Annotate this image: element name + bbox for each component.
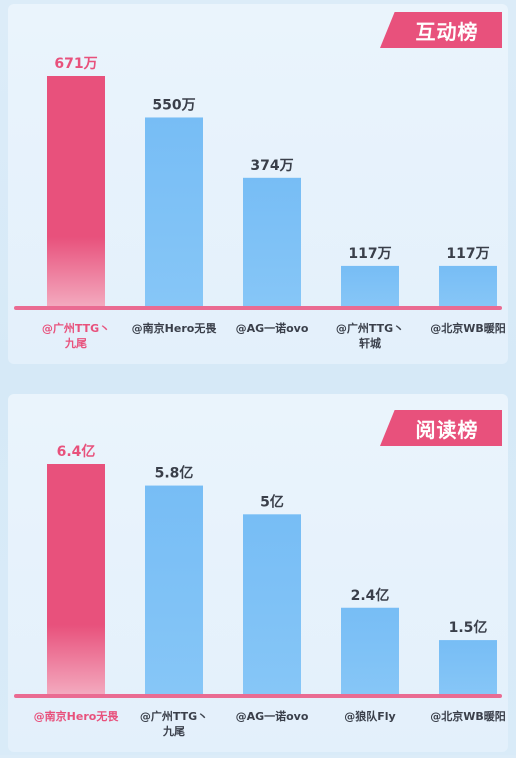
bar-4 (341, 607, 399, 694)
bar-1 (47, 464, 105, 694)
category-label-2: 九尾 (162, 724, 185, 738)
category-label-4: @广州TTG丶 (336, 321, 404, 335)
value-label-2: 5.8亿 (155, 465, 194, 482)
value-label-1: 6.4亿 (57, 443, 96, 460)
category-label-5: @北京WB暖阳 (430, 709, 506, 723)
value-label-5: 117万 (446, 246, 489, 262)
value-label-3: 374万 (250, 158, 293, 174)
category-label-2: @南京Hero无畏 (132, 321, 218, 335)
category-label-5: @北京WB暖阳 (430, 321, 506, 335)
interaction-chart: 671万@广州TTG丶九尾550万@南京Hero无畏374万@AG一诺ovo11… (14, 56, 506, 350)
value-label-2: 550万 (152, 97, 195, 113)
interaction-chart-title: 互动榜 (380, 12, 502, 48)
category-label-1: @广州TTG丶 (42, 321, 110, 335)
x-axis-line (14, 694, 502, 698)
bar-3 (243, 514, 301, 694)
category-label-4: 轩城 (359, 336, 381, 350)
category-label-3: @AG一诺ovo (236, 321, 309, 335)
category-label-1: 九尾 (64, 336, 87, 350)
value-label-4: 2.4亿 (351, 587, 390, 604)
reading-chart-title: 阅读榜 (380, 410, 502, 446)
value-label-3: 5亿 (260, 493, 284, 510)
bar-5 (439, 265, 497, 306)
bar-2 (145, 485, 203, 694)
bar-3 (243, 177, 301, 306)
category-label-4: @狼队Fly (344, 709, 395, 723)
bar-1 (47, 76, 105, 306)
bar-4 (341, 265, 399, 306)
category-label-2: @广州TTG丶 (140, 709, 208, 723)
value-label-5: 1.5亿 (449, 619, 488, 636)
value-label-4: 117万 (348, 246, 391, 262)
category-label-3: @AG一诺ovo (236, 709, 309, 723)
x-axis-line (14, 306, 502, 310)
value-label-1: 671万 (54, 56, 97, 72)
bar-5 (439, 640, 497, 694)
bar-2 (145, 117, 203, 307)
category-label-1: @南京Hero无畏 (34, 709, 120, 723)
